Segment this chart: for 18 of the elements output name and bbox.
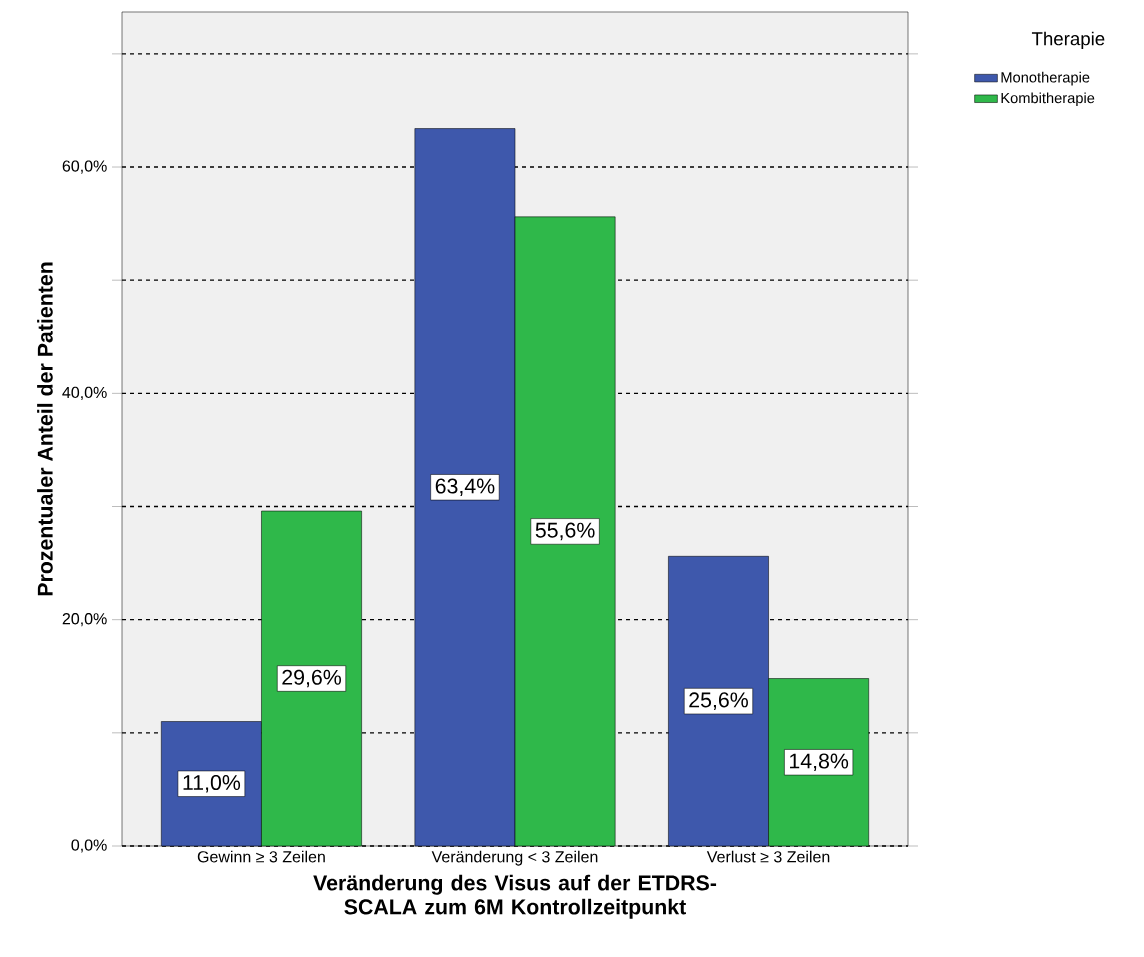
legend-label: Monotherapie <box>1001 71 1090 86</box>
data-label: 29,6% <box>282 669 342 688</box>
data-label: 25,6% <box>689 692 748 710</box>
y-axis-title: Prozentualer Anteil der Patienten <box>37 262 53 596</box>
data-label: 11,0% <box>183 774 241 793</box>
y-tick-label: 60,0% <box>62 160 107 174</box>
legend-label: Kombitherapie <box>1001 92 1095 107</box>
x-tick-label: Gewinn ≥ 3 Zeilen <box>197 850 325 863</box>
legend-title: Therapie <box>1031 31 1105 50</box>
data-label: 63,4% <box>435 478 495 497</box>
data-label: 14,8% <box>790 753 849 772</box>
x-axis-title: Veränderung des Visus auf der ETDRS-SCALA zum 6M Kontrollzeitpunkt <box>313 874 717 919</box>
y-tick-label: 40,0% <box>62 386 107 400</box>
data-label: 55,6% <box>535 522 595 541</box>
x-tick-label: Veränderung < 3 Zeilen <box>431 850 598 866</box>
x-tick-label: Verlust ≥ 3 Zeilen <box>706 850 830 863</box>
y-tick-label: 0,0% <box>71 839 107 853</box>
y-tick-label: 20,0% <box>62 613 107 627</box>
